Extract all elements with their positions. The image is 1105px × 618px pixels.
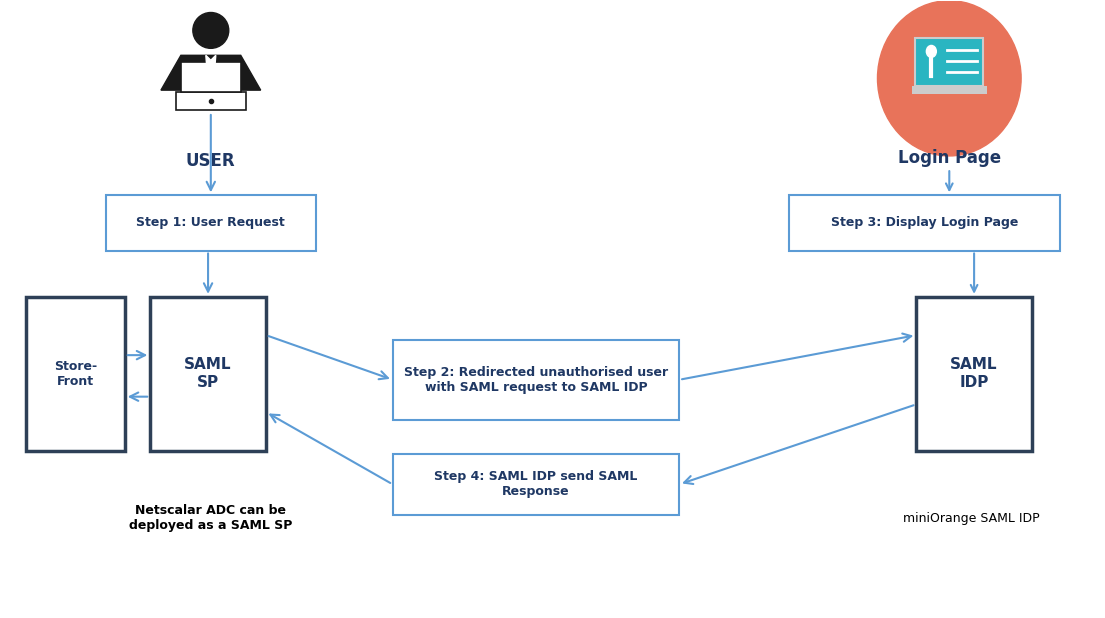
FancyBboxPatch shape (916, 297, 1032, 451)
FancyBboxPatch shape (25, 297, 125, 451)
Text: miniOrange SAML IDP: miniOrange SAML IDP (903, 512, 1040, 525)
Bar (912, 87, 987, 94)
Text: USER: USER (186, 153, 235, 171)
Ellipse shape (193, 12, 229, 48)
Ellipse shape (877, 1, 1021, 156)
FancyBboxPatch shape (392, 340, 680, 420)
Text: Step 1: User Request: Step 1: User Request (136, 216, 285, 229)
Text: SAML
SP: SAML SP (185, 357, 232, 390)
Bar (181, 62, 241, 92)
Text: SAML
IDP: SAML IDP (950, 357, 998, 390)
FancyBboxPatch shape (150, 297, 266, 451)
Ellipse shape (926, 46, 936, 57)
Text: Login Page: Login Page (897, 150, 1001, 167)
Text: Store-
Front: Store- Front (54, 360, 97, 387)
Polygon shape (161, 55, 261, 90)
FancyBboxPatch shape (789, 195, 1060, 250)
FancyBboxPatch shape (106, 195, 316, 250)
Polygon shape (206, 55, 215, 80)
FancyBboxPatch shape (392, 454, 680, 515)
FancyBboxPatch shape (915, 38, 983, 87)
Text: Step 4: SAML IDP send SAML
Response: Step 4: SAML IDP send SAML Response (434, 470, 638, 498)
Bar (176, 92, 245, 110)
Text: Netscalar ADC can be
deployed as a SAML SP: Netscalar ADC can be deployed as a SAML … (129, 504, 293, 532)
Text: Step 2: Redirected unauthorised user
with SAML request to SAML IDP: Step 2: Redirected unauthorised user wit… (404, 366, 669, 394)
Text: Step 3: Display Login Page: Step 3: Display Login Page (831, 216, 1018, 229)
